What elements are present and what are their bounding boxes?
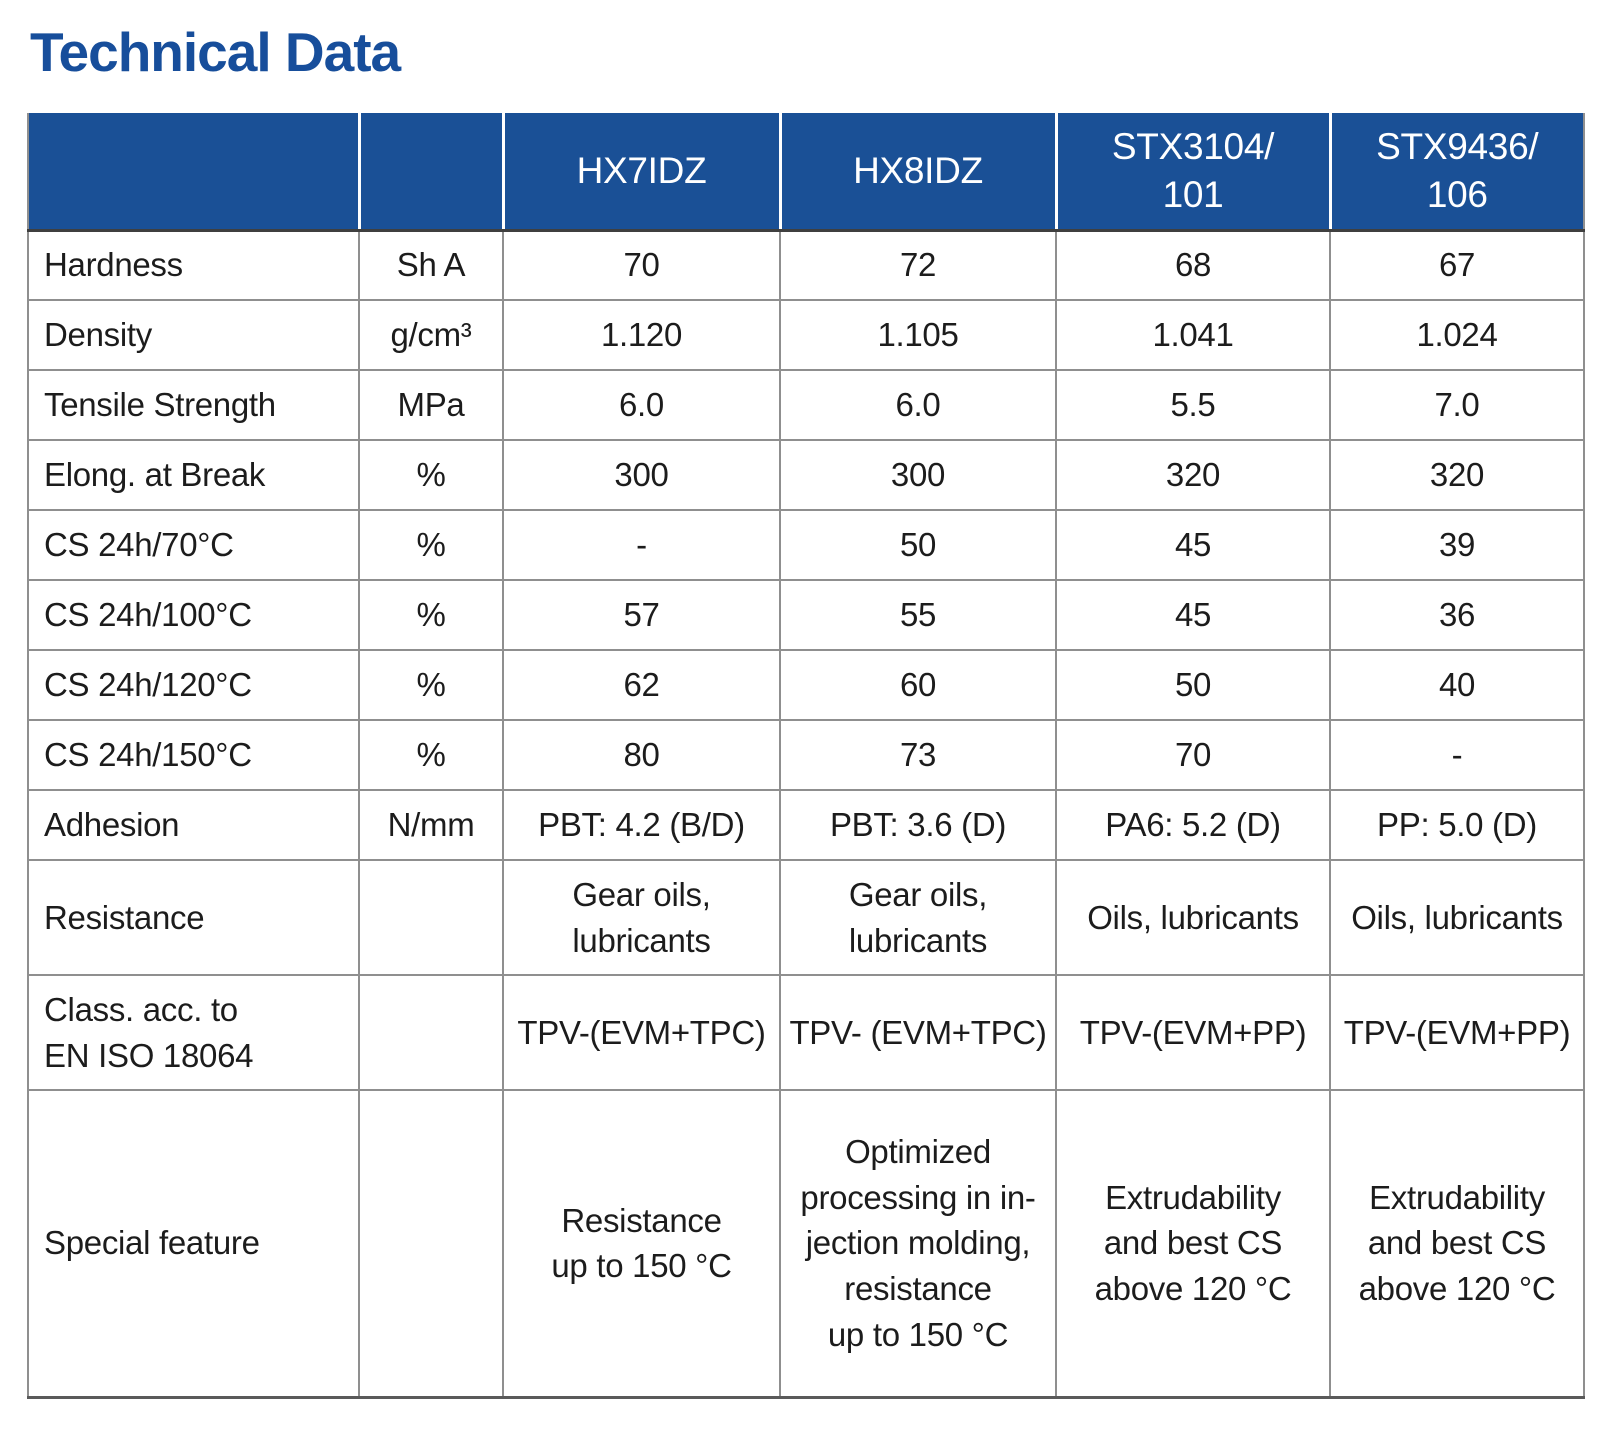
value-cell: Oils, lubricants (1329, 859, 1585, 976)
value-cell: Resistance up to 150 °C (502, 1089, 781, 1398)
value-cell: PBT: 4.2 (B/D) (502, 789, 781, 861)
value-cell: 62 (502, 649, 781, 721)
value-cell: 320 (1329, 439, 1585, 511)
value-cell: 1.120 (502, 299, 781, 371)
page-title: Technical Data (30, 21, 401, 83)
value-cell: 320 (1055, 439, 1331, 511)
value-cell: 50 (779, 509, 1057, 581)
value-cell: Gear oils, lubricants (502, 859, 781, 976)
value-cell: PP: 5.0 (D) (1329, 789, 1585, 861)
property-label: Special feature (27, 1089, 360, 1398)
property-label: Hardness (27, 229, 360, 301)
unit-label: % (358, 509, 504, 581)
value-cell: Oils, lubricants (1055, 859, 1331, 976)
table-row-cs-24h-70c: CS 24h/70°C % - 50 45 39 (27, 509, 1585, 581)
table-row-cs-24h-150c: CS 24h/150°C % 80 73 70 - (27, 719, 1585, 791)
unit-label (358, 859, 504, 976)
table-row-density: Density g/cm³ 1.120 1.105 1.041 1.024 (27, 299, 1585, 371)
value-cell: 300 (502, 439, 781, 511)
table-row-elong-at-break: Elong. at Break % 300 300 320 320 (27, 439, 1585, 511)
value-cell: 1.105 (779, 299, 1057, 371)
value-cell: TPV-(EVM+TPC) (502, 974, 781, 1091)
header-row: HX7IDZ HX8IDZ STX3104/ 101 STX9436/ 106 (28, 113, 1584, 232)
table-row-resistance: Resistance Gear oils, lubricants Gear oi… (27, 859, 1585, 976)
table-row-tensile-strength: Tensile Strength MPa 6.0 6.0 5.5 7.0 (27, 369, 1585, 441)
value-cell: Gear oils, lubricants (779, 859, 1057, 976)
value-cell: 1.041 (1055, 299, 1331, 371)
property-label: CS 24h/150°C (27, 719, 360, 791)
unit-label: g/cm³ (358, 299, 504, 371)
value-cell: 60 (779, 649, 1057, 721)
value-cell: 300 (779, 439, 1057, 511)
value-cell: 5.5 (1055, 369, 1331, 441)
value-cell: 45 (1055, 579, 1331, 651)
value-cell: 70 (502, 229, 781, 301)
property-label: CS 24h/70°C (27, 509, 360, 581)
value-cell: TPV-(EVM+PP) (1055, 974, 1331, 1091)
property-label: CS 24h/120°C (27, 649, 360, 721)
value-cell: 6.0 (502, 369, 781, 441)
header-stx9436-106: STX9436/ 106 (1330, 113, 1584, 232)
unit-label: % (358, 719, 504, 791)
property-label: Adhesion (27, 789, 360, 861)
value-cell: 80 (502, 719, 781, 791)
value-cell: 55 (779, 579, 1057, 651)
header-hx7idz: HX7IDZ (503, 113, 782, 232)
value-cell: TPV-(EVM+PP) (1329, 974, 1585, 1091)
unit-label: N/mm (358, 789, 504, 861)
table-row-cs-24h-120c: CS 24h/120°C % 62 60 50 40 (27, 649, 1585, 721)
value-cell: 40 (1329, 649, 1585, 721)
header-stx3104-101: STX3104/ 101 (1056, 113, 1332, 232)
unit-label: % (358, 579, 504, 651)
value-cell: Extrudability and best CS above 120 °C (1329, 1089, 1585, 1398)
table-row-classification: Class. acc. to EN ISO 18064 TPV-(EVM+TPC… (27, 974, 1585, 1091)
value-cell: 70 (1055, 719, 1331, 791)
technical-data-table: HX7IDZ HX8IDZ STX3104/ 101 STX9436/ 106 … (27, 113, 1585, 1399)
property-label: Resistance (27, 859, 360, 976)
property-label: Elong. at Break (27, 439, 360, 511)
value-cell: 6.0 (779, 369, 1057, 441)
value-cell: 50 (1055, 649, 1331, 721)
unit-label: % (358, 439, 504, 511)
value-cell: 73 (779, 719, 1057, 791)
value-cell: 36 (1329, 579, 1585, 651)
header-property (28, 113, 361, 232)
value-cell: 45 (1055, 509, 1331, 581)
value-cell: 7.0 (1329, 369, 1585, 441)
unit-label (358, 974, 504, 1091)
property-label: Tensile Strength (27, 369, 360, 441)
value-cell: 72 (779, 229, 1057, 301)
property-label: Class. acc. to EN ISO 18064 (27, 974, 360, 1091)
header-unit (359, 113, 505, 232)
header-hx8idz: HX8IDZ (780, 113, 1058, 232)
value-cell: - (1329, 719, 1585, 791)
unit-label: MPa (358, 369, 504, 441)
property-label: CS 24h/100°C (27, 579, 360, 651)
value-cell: - (502, 509, 781, 581)
value-cell: 67 (1329, 229, 1585, 301)
value-cell: Extrudability and best CS above 120 °C (1055, 1089, 1331, 1398)
value-cell: PBT: 3.6 (D) (779, 789, 1057, 861)
unit-label: % (358, 649, 504, 721)
unit-label (358, 1089, 504, 1398)
table-row-hardness: Hardness Sh A 70 72 68 67 (27, 229, 1585, 301)
value-cell: 39 (1329, 509, 1585, 581)
value-cell: 68 (1055, 229, 1331, 301)
value-cell: PA6: 5.2 (D) (1055, 789, 1331, 861)
value-cell: 1.024 (1329, 299, 1585, 371)
table-row-cs-24h-100c: CS 24h/100°C % 57 55 45 36 (27, 579, 1585, 651)
unit-label: Sh A (358, 229, 504, 301)
value-cell: 57 (502, 579, 781, 651)
value-cell: TPV- (EVM+TPC) (779, 974, 1057, 1091)
property-label: Density (27, 299, 360, 371)
value-cell: Optimized processing in in- jection mold… (779, 1089, 1057, 1398)
table-row-special-feature: Special feature Resistance up to 150 °C … (27, 1089, 1585, 1398)
table-row-adhesion: Adhesion N/mm PBT: 4.2 (B/D) PBT: 3.6 (D… (27, 789, 1585, 861)
